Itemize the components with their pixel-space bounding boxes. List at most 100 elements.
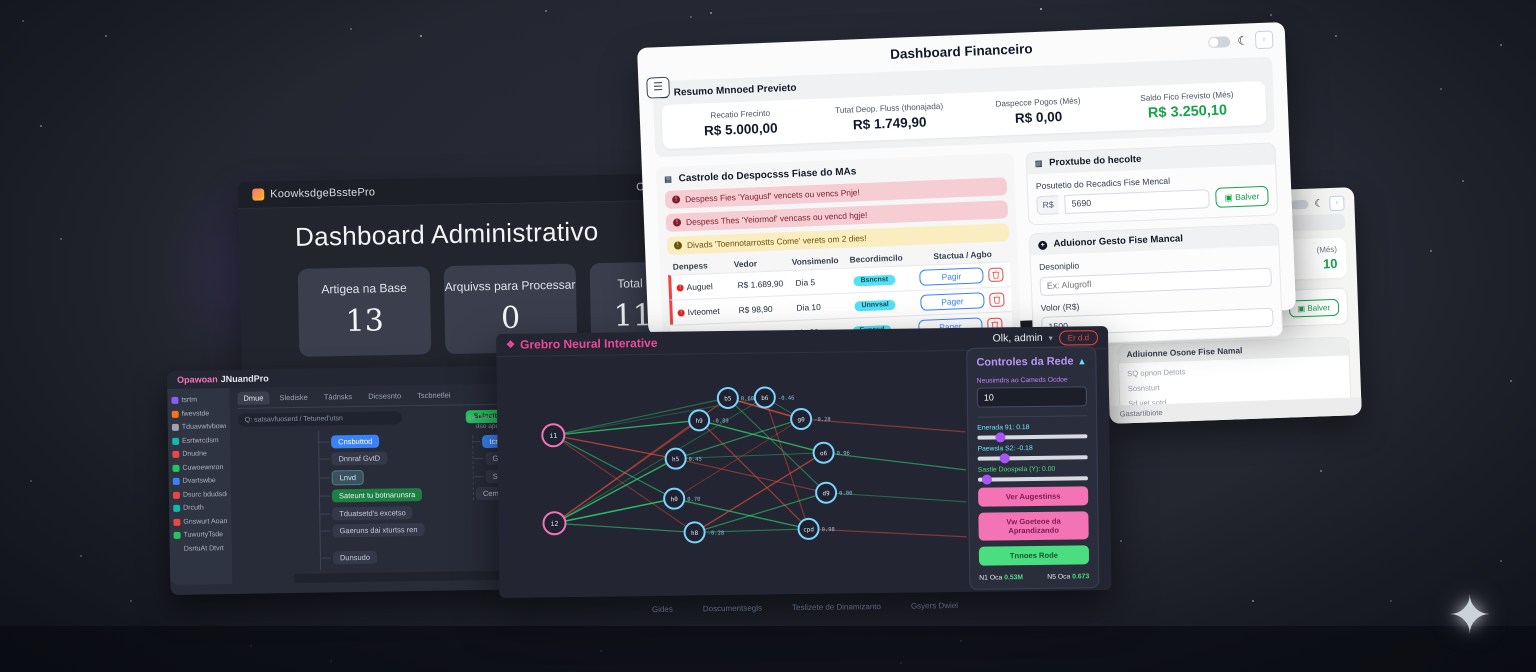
delete-button[interactable] bbox=[988, 267, 1004, 283]
summary-cell: Recatio Frecinto R$ 5.000,00 bbox=[703, 108, 778, 139]
output-node[interactable]: g0 -0.28 bbox=[790, 408, 831, 431]
save-income-button[interactable]: ▣ Balver bbox=[1215, 185, 1269, 208]
folder-icon bbox=[171, 397, 179, 405]
network-edges bbox=[552, 396, 968, 538]
neurons-input[interactable] bbox=[976, 386, 1087, 408]
stat-card-label: Arquivss para Processar bbox=[444, 277, 576, 295]
moon-icon: ☾ bbox=[1237, 33, 1249, 48]
svg-text:h8: h8 bbox=[691, 530, 699, 537]
folder-icon bbox=[172, 437, 180, 445]
view-learning-chart-button[interactable]: Vw Goeteoe da Aprandizando bbox=[978, 511, 1089, 541]
delete-button[interactable] bbox=[989, 292, 1005, 308]
view-suggestions-button[interactable]: Ver Augestinss bbox=[978, 486, 1089, 507]
hidden-node[interactable]: h5 0.45 bbox=[664, 447, 703, 470]
files-tab[interactable]: Slediske bbox=[279, 392, 308, 403]
slider-thumb[interactable] bbox=[982, 474, 993, 485]
sidebar-item[interactable]: tsrtm bbox=[171, 393, 225, 407]
expense-due: Dia 10 bbox=[796, 301, 821, 313]
sidebar-item[interactable]: Dnudne bbox=[172, 447, 226, 461]
col-header: Vonsimenlo bbox=[791, 255, 839, 267]
footer-link[interactable]: Gides bbox=[651, 604, 673, 615]
theme-toggle[interactable] bbox=[1290, 199, 1309, 210]
sidebar-item[interactable]: Dsurc bdudsde bbox=[172, 488, 227, 502]
files-tab-bar: Dmue Slediske Tádnsks Dicsesnto Tscbnetl… bbox=[237, 387, 505, 409]
collapse-icon[interactable]: ▲ bbox=[1077, 356, 1087, 367]
logout-button[interactable]: Er d.d bbox=[1058, 329, 1099, 346]
hidden-node[interactable]: b6 -0.46 bbox=[753, 386, 795, 409]
hamburger-menu-button[interactable]: ☰ bbox=[646, 76, 671, 99]
files-tree: Cnsbuttod Dnnraf GvtD Lnvd Sateunt tu bo… bbox=[317, 428, 426, 570]
bgwin-save-button[interactable]: ▣ Balver bbox=[1288, 298, 1340, 318]
output-node[interactable]: d9 0.00 bbox=[815, 481, 853, 504]
sidebar-item[interactable]: Tduavwtvbowdes bbox=[171, 420, 226, 434]
alarm-icon: ! bbox=[676, 283, 684, 292]
svg-text:0.96: 0.96 bbox=[837, 451, 850, 457]
output-node[interactable]: o6 0.96 bbox=[812, 441, 850, 464]
chevron-down-icon[interactable]: ▾ bbox=[1048, 333, 1053, 343]
slider-label: Sastle Doospela (Y): 0.00 bbox=[977, 465, 1056, 474]
description-input[interactable] bbox=[1039, 267, 1273, 296]
input-x1-slider[interactable] bbox=[977, 432, 1088, 443]
network-controls-panel: Controles da Rede ▲ Neusimdrs ao Cameds … bbox=[966, 346, 1100, 590]
footer-link[interactable]: Doscumentsegls bbox=[702, 603, 763, 614]
income-input[interactable] bbox=[1064, 188, 1210, 214]
svg-text:0.98: 0.98 bbox=[822, 527, 835, 533]
hidden-node[interactable]: b5 0.60 bbox=[716, 386, 755, 409]
stat-card-value: 0 bbox=[500, 300, 521, 336]
files-tab[interactable]: Dmue bbox=[237, 391, 270, 405]
footer-link[interactable]: Teslizete de Dinamizanto bbox=[791, 602, 881, 613]
slider-label: Enerada 91: 0.18 bbox=[977, 424, 1030, 432]
stat-card-label: Artigea na Base bbox=[321, 280, 407, 297]
theme-toggle[interactable] bbox=[1208, 35, 1231, 48]
corner-button[interactable]: ▫ bbox=[1254, 30, 1274, 50]
files-tab[interactable]: Tádnsks bbox=[323, 392, 353, 402]
trash-icon bbox=[993, 295, 1001, 304]
finance-dashboard-window: Dashboard Financeiro ☾ ▫ ☰ ▟ Resumo Mnno… bbox=[637, 21, 1297, 362]
sidebar-item[interactable]: DsrtuAt Dtvrt bbox=[173, 542, 228, 556]
alert-icon: ! bbox=[671, 195, 681, 204]
expense-due: Dia 5 bbox=[795, 277, 816, 288]
tree-node[interactable]: Tduatsetd's excetso bbox=[332, 505, 413, 520]
tree-node[interactable]: Dnnraf GvtD bbox=[331, 451, 388, 466]
svg-text:i2: i2 bbox=[551, 520, 559, 528]
files-app-name: JNuandPro bbox=[220, 373, 269, 385]
svg-text:b5: b5 bbox=[724, 395, 732, 402]
output-node[interactable]: cpd 0.98 bbox=[797, 517, 835, 540]
tree-node[interactable]: Sateunt tu botnarunsra bbox=[331, 488, 423, 503]
files-search-input[interactable]: Q: satsavfuoserd / Tetuned'utsn bbox=[237, 411, 402, 427]
input-node[interactable]: i1 bbox=[541, 423, 566, 448]
tree-node-selected[interactable]: Cnsbuttod bbox=[331, 434, 380, 448]
sidebar-item[interactable]: Drcuth bbox=[173, 501, 227, 515]
tree-node[interactable]: Dunsudo bbox=[332, 550, 378, 565]
expense-value: R$ 98,90 bbox=[738, 303, 773, 316]
pay-button[interactable]: Pagir bbox=[919, 267, 984, 286]
slider-thumb[interactable] bbox=[999, 453, 1010, 464]
footer-link[interactable]: Gsyers Dwiel bbox=[910, 600, 959, 611]
target-y-slider[interactable] bbox=[977, 474, 1088, 485]
sidebar-item[interactable]: fwevstde bbox=[171, 407, 226, 421]
alarm-icon: ! bbox=[677, 308, 685, 317]
neural-user-greeting: Olk, admin bbox=[992, 331, 1043, 345]
stat-card-value: 13 bbox=[345, 303, 385, 339]
hidden-node[interactable]: h9 -0.89 bbox=[688, 409, 729, 432]
pay-button[interactable]: Pager bbox=[920, 292, 985, 311]
input-node[interactable]: i2 bbox=[542, 511, 567, 536]
tree-node[interactable]: Gaeruns dai xturtss ren bbox=[332, 522, 425, 538]
tree-node[interactable]: Lnvd bbox=[331, 469, 365, 485]
admin-app-name: KoowksdgeBsstePro bbox=[270, 186, 376, 201]
hidden-node[interactable]: h0 0.70 bbox=[663, 487, 701, 510]
files-tab[interactable]: Dicsesnto bbox=[368, 391, 402, 401]
brain-icon: ❖ bbox=[506, 339, 516, 351]
train-network-button[interactable]: Tnnoes Rode bbox=[978, 545, 1090, 566]
summary-cell: Tutat Deop. Fluss (thonajada) R$ 1.749,9… bbox=[834, 101, 944, 133]
sidebar-item[interactable]: Dvartswbe bbox=[172, 474, 227, 488]
svg-text:0.60: 0.60 bbox=[741, 396, 754, 402]
files-tab[interactable]: Tscbnetlei bbox=[417, 390, 451, 401]
sidebar-item[interactable]: Esrtwrcdsm bbox=[172, 434, 226, 448]
sidebar-item[interactable]: Gnswurt Aoam bbox=[173, 515, 227, 529]
corner-button[interactable]: ▫ bbox=[1329, 195, 1345, 212]
sidebar-item[interactable]: Cuwoewnron bbox=[172, 461, 226, 475]
input-x2-slider[interactable] bbox=[977, 453, 1088, 464]
sidebar-item[interactable]: TuwurtyTsde bbox=[173, 528, 227, 542]
slider-thumb[interactable] bbox=[994, 432, 1006, 443]
